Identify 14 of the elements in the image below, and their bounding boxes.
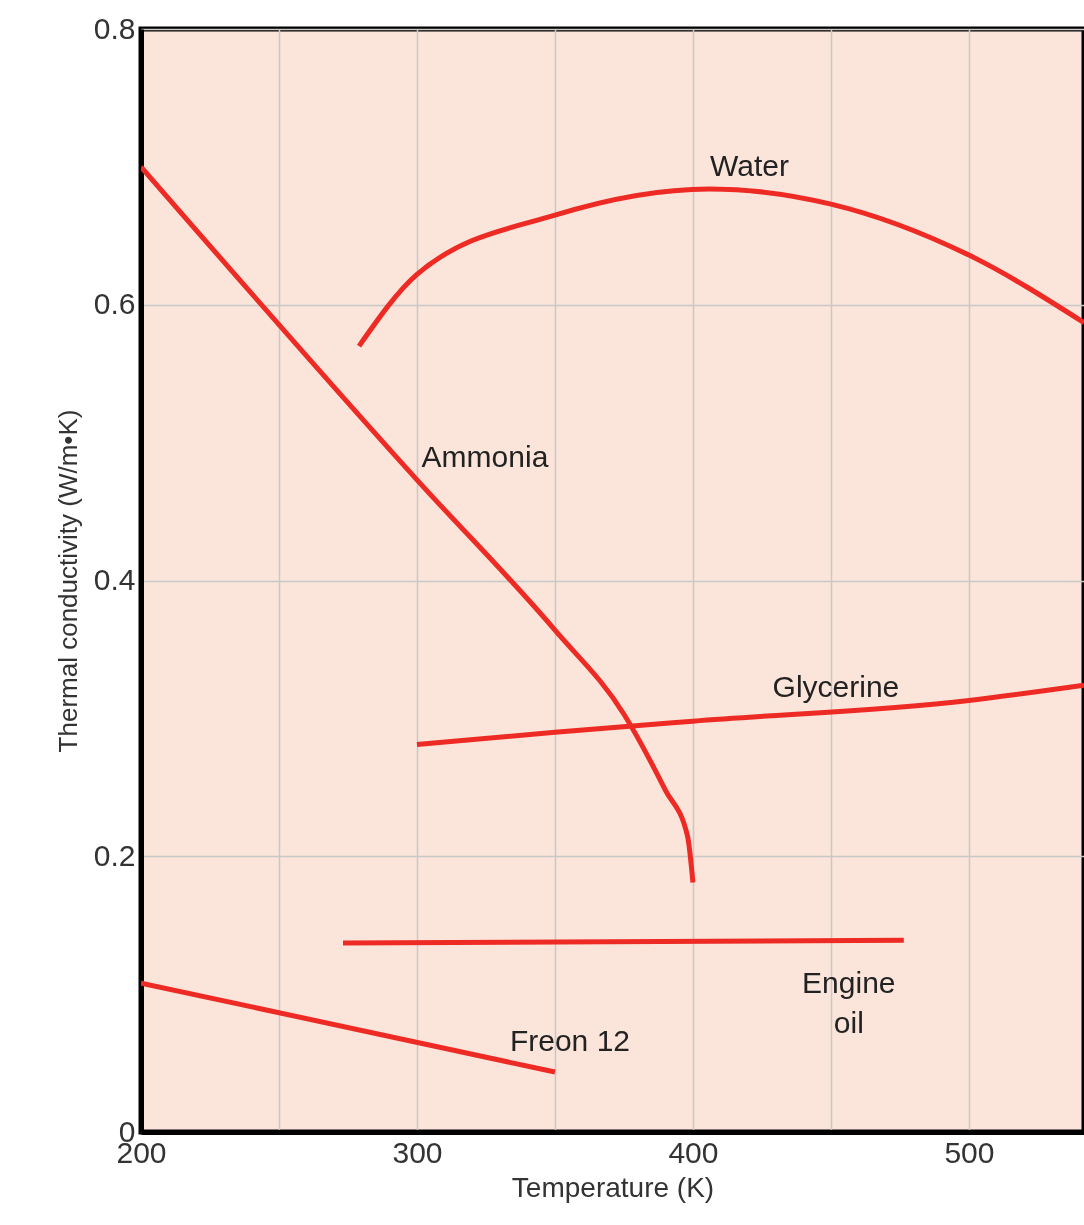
series-label: Glycerine [772,670,900,704]
x-axis-title: Temperature (K) [511,1171,715,1203]
y-tick-label: 0.8 [93,11,136,45]
series-label: Ammonia [421,439,549,473]
y-tick-label: 0.2 [93,838,136,872]
x-tick-label: 500 [944,1135,995,1169]
series-label: Freon 12 [509,1024,630,1058]
series-label: Engine oil [802,966,896,1040]
x-tick-label: 300 [392,1135,443,1169]
y-axis-title: Thermal conductivity (W/m•K) [52,409,83,753]
series-label: Water [710,148,789,182]
y-tick-label: 0.6 [93,287,136,321]
x-tick-label: 400 [668,1135,719,1169]
y-tick-label: 0.4 [93,563,136,596]
